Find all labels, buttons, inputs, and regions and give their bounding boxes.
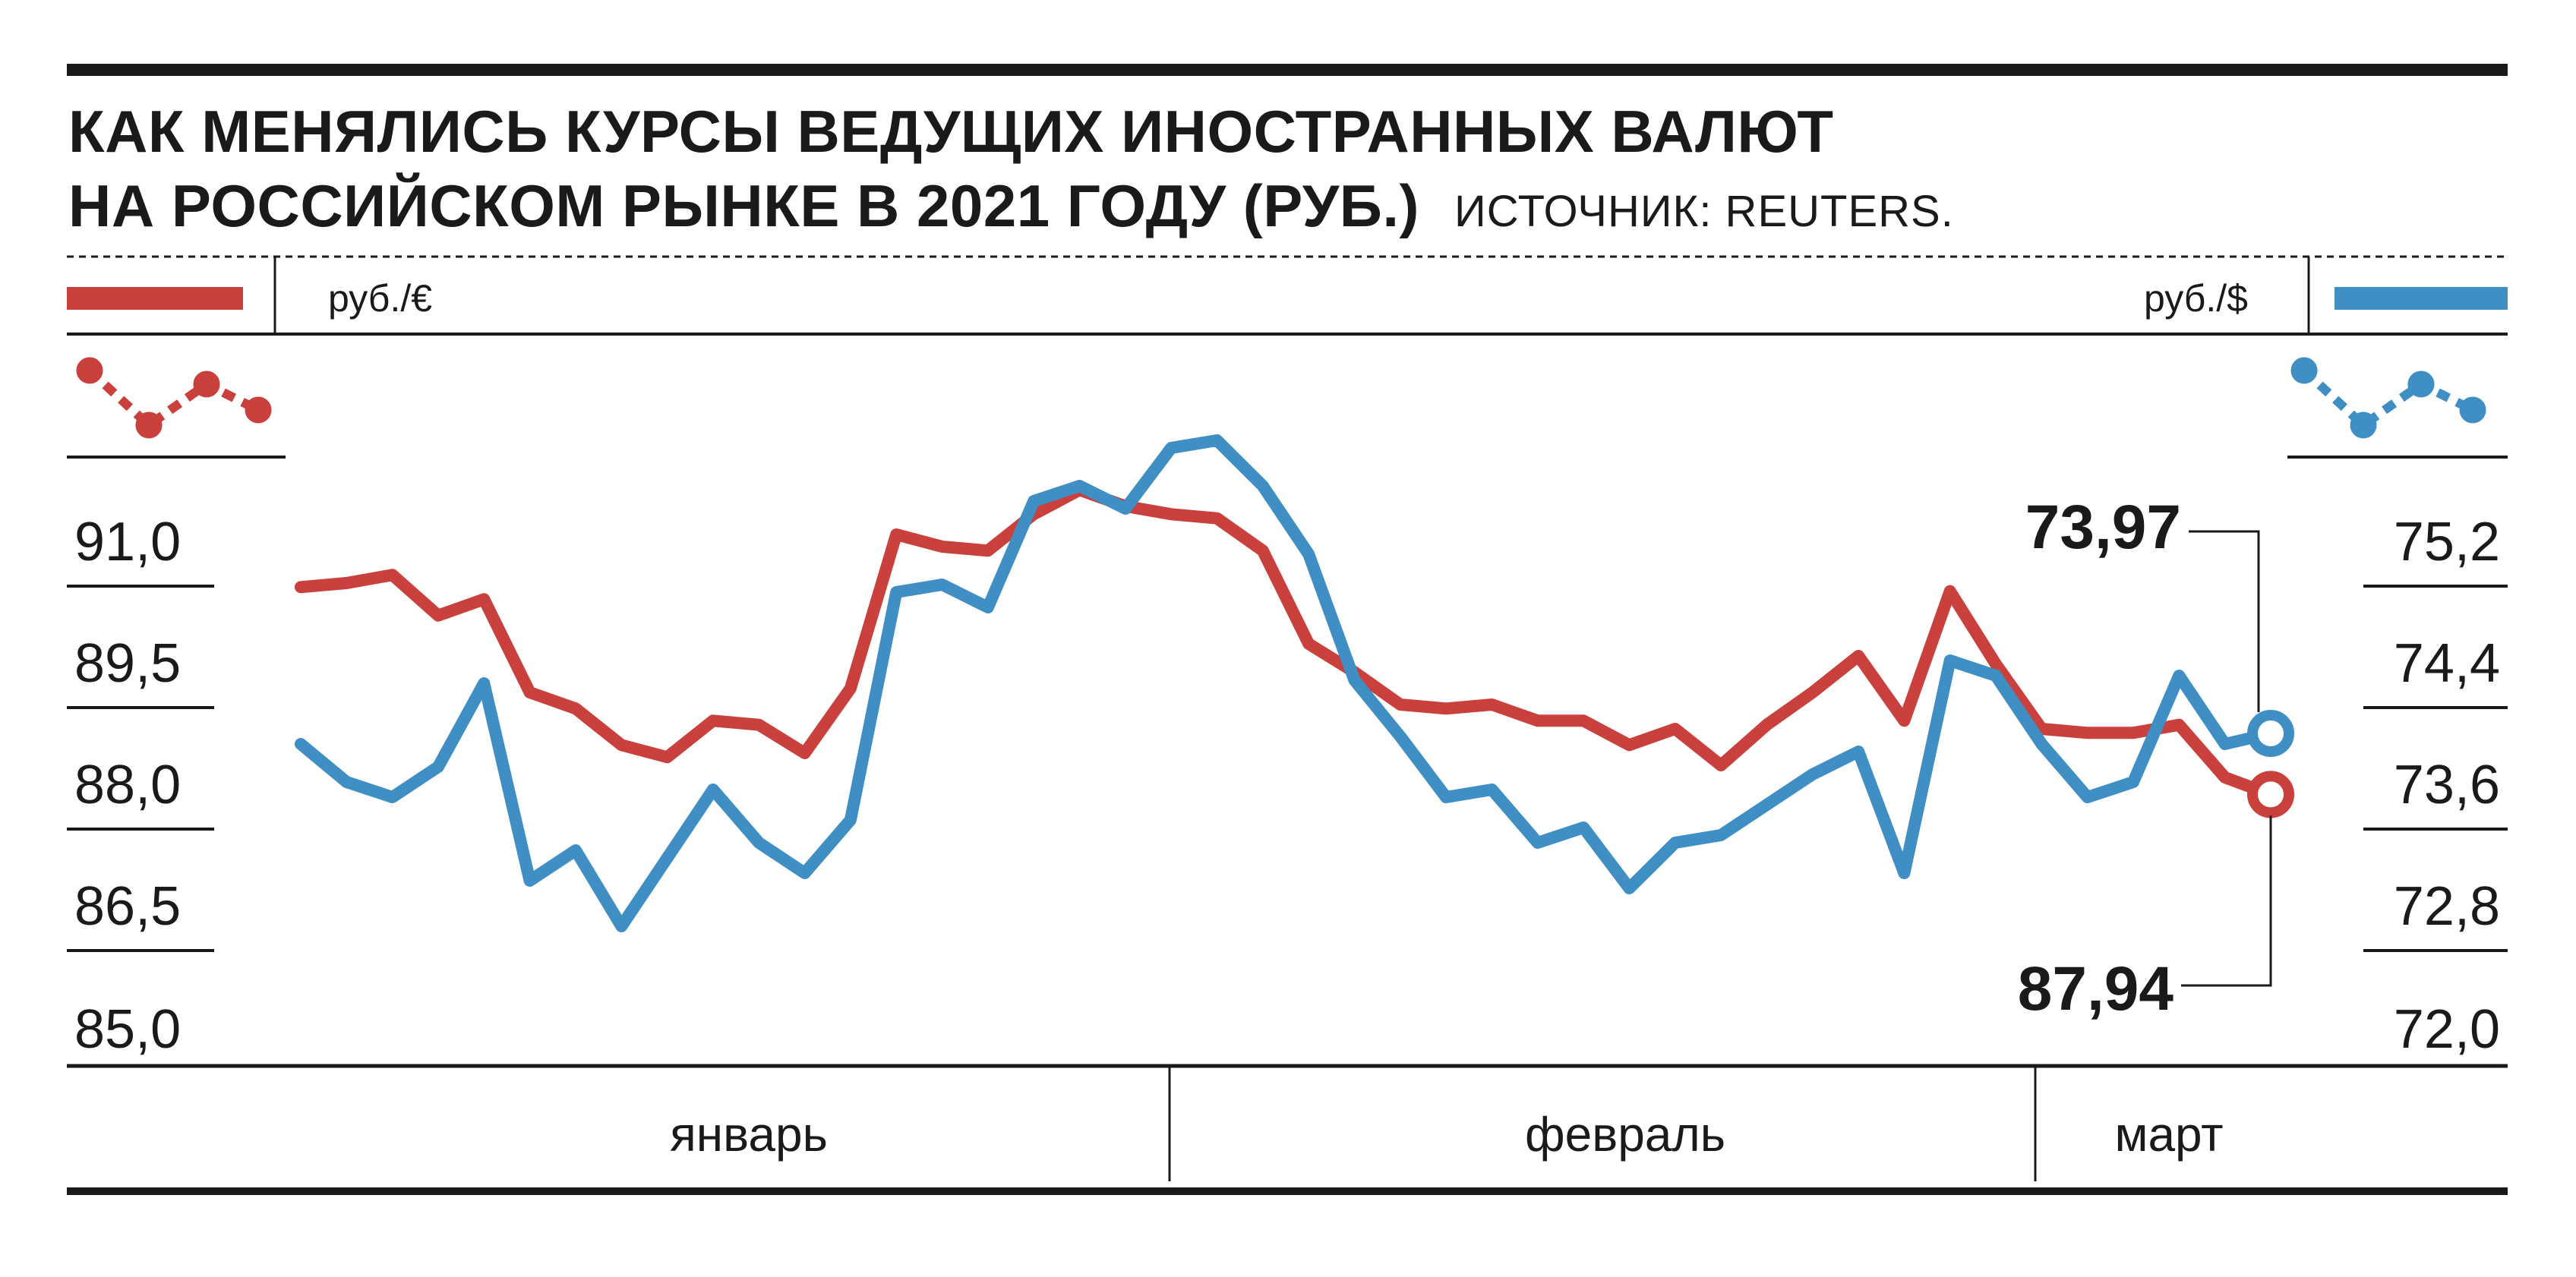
euro-last-value-label: 87,94	[2018, 954, 2174, 1023]
right-axis-unit: руб./$	[2144, 277, 2248, 320]
legend-euro-swatch	[67, 287, 243, 310]
bottom-rule	[67, 1187, 2508, 1195]
euro-line-icon	[76, 357, 272, 439]
right-tick-label: 72,0	[2394, 999, 2500, 1060]
callouts-layer: 73,97 87,94	[2018, 493, 2272, 1023]
legend-dollar-swatch	[2334, 287, 2508, 310]
euro-series-line	[295, 484, 2277, 801]
right-tick-label: 75,2	[2394, 512, 2500, 572]
month-label-january: январь	[670, 1107, 828, 1162]
left-tick-label: 86,5	[74, 876, 181, 937]
dollar-callout-leader	[2189, 530, 2260, 712]
left-tick-label: 91,0	[74, 512, 181, 572]
chart-title-line-1: КАК МЕНЯЛИСЬ КУРСЫ ВЕДУЩИХ ИНОСТРАННЫХ В…	[68, 98, 1834, 165]
euro-callout-leader	[2181, 815, 2272, 987]
left-axis-unit: руб./€	[328, 277, 432, 320]
month-label-march: март	[2114, 1107, 2223, 1162]
chart-title-line-2-text: НА РОССИЙСКОМ РЫНКЕ В 2021 ГОДУ (РУБ.)	[68, 172, 1419, 239]
euro-end-marker	[2247, 771, 2294, 818]
right-tick-label: 73,6	[2394, 755, 2500, 815]
source-note: ИСТОЧНИК: REUTERS.	[1454, 187, 1954, 236]
top-rule	[67, 64, 2508, 76]
dollar-series-line	[295, 434, 2277, 932]
left-tick-label: 89,5	[74, 633, 181, 694]
right-tick-label: 74,4	[2394, 633, 2500, 694]
axes-layer: 91,0 89,5 88,0 86,5 85,0 75,2 74,4 73,6 72,8 72,0	[67, 512, 2508, 1060]
month-label-february: февраль	[1525, 1107, 1725, 1162]
left-tick-label: 88,0	[74, 755, 181, 815]
dollar-end-marker	[2247, 710, 2294, 757]
series-layer	[295, 434, 2294, 932]
right-tick-label: 72,8	[2394, 876, 2500, 937]
left-tick-label: 85,0	[74, 999, 181, 1060]
chart-title-line-2: НА РОССИЙСКОМ РЫНКЕ В 2021 ГОДУ (РУБ.) ИС…	[68, 176, 1954, 235]
dollar-line-icon	[2290, 357, 2486, 439]
dollar-last-value-label: 73,97	[2025, 493, 2181, 562]
